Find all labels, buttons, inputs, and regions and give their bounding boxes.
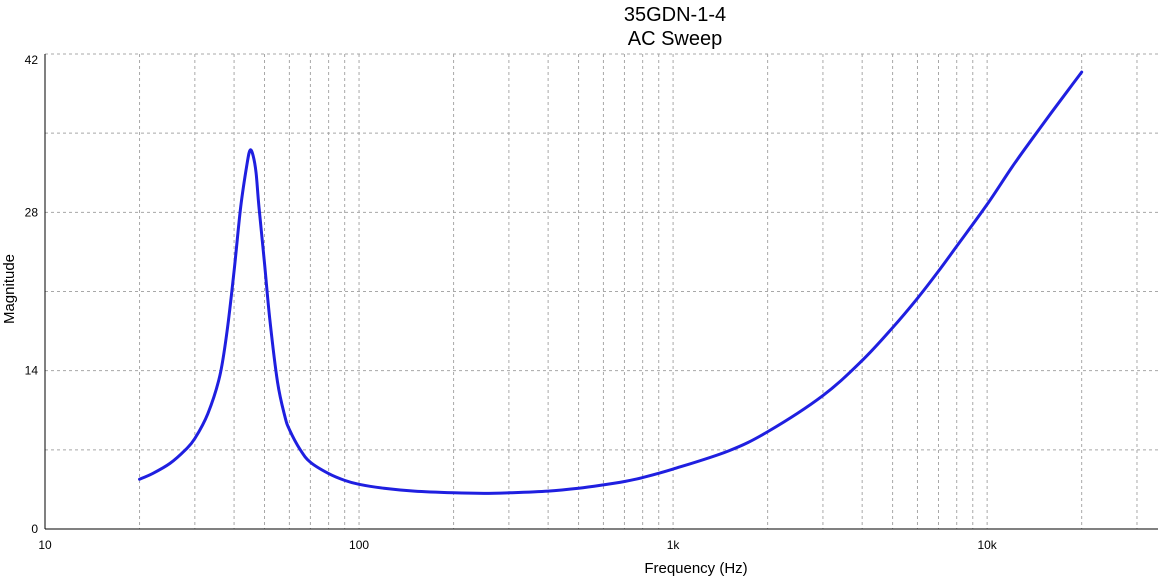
x-tick-label: 10 bbox=[38, 538, 52, 552]
y-tick-label: 14 bbox=[25, 364, 39, 378]
y-tick-label: 28 bbox=[25, 205, 39, 219]
tick-labels: 10 100 1k 10k 0 14 28 42 bbox=[25, 53, 998, 552]
x-axis-label: Frequency (Hz) bbox=[644, 560, 747, 577]
y-axis-label: Magnitude bbox=[1, 254, 18, 324]
y-tick-label: 42 bbox=[25, 53, 39, 67]
x-tick-label: 1k bbox=[667, 538, 681, 552]
chart-title: 35GDN-1-4 bbox=[624, 4, 726, 26]
x-tick-label: 10k bbox=[977, 538, 997, 552]
x-tick-label: 100 bbox=[349, 538, 369, 552]
axes bbox=[44, 54, 1158, 530]
y-tick-label: 0 bbox=[31, 522, 38, 536]
grid bbox=[45, 53, 1158, 529]
chart-subtitle: AC Sweep bbox=[628, 28, 723, 50]
series bbox=[138, 70, 1084, 495]
magnitude-series-line bbox=[138, 70, 1084, 495]
